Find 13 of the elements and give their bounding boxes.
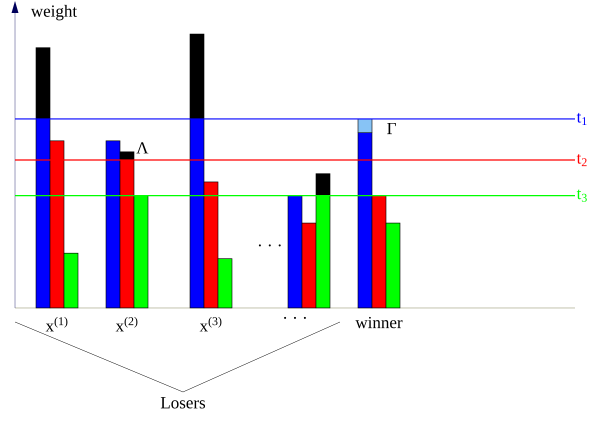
text: Losers [160, 397, 206, 408]
y-axis-title: weight [30, 4, 78, 20]
x-tick-label: winner [355, 316, 402, 328]
ref-line-label: t$_{1}$ [576, 112, 587, 126]
ref-line-label: t$_{3}$ [576, 190, 587, 202]
x-tick-label: · · · [284, 316, 306, 319]
annotation: Λ [136, 142, 148, 154]
annotation: · · · [258, 244, 281, 246]
x-tick-label: x$^{(1)}$ [46, 316, 68, 332]
annotation: Γ [387, 122, 396, 134]
x-tick-label: x$^{(3)}$ [200, 316, 222, 332]
x-tick-label: x$^{(2)}$ [116, 316, 138, 332]
ref-line-label: t$_{2}$ [576, 154, 587, 166]
